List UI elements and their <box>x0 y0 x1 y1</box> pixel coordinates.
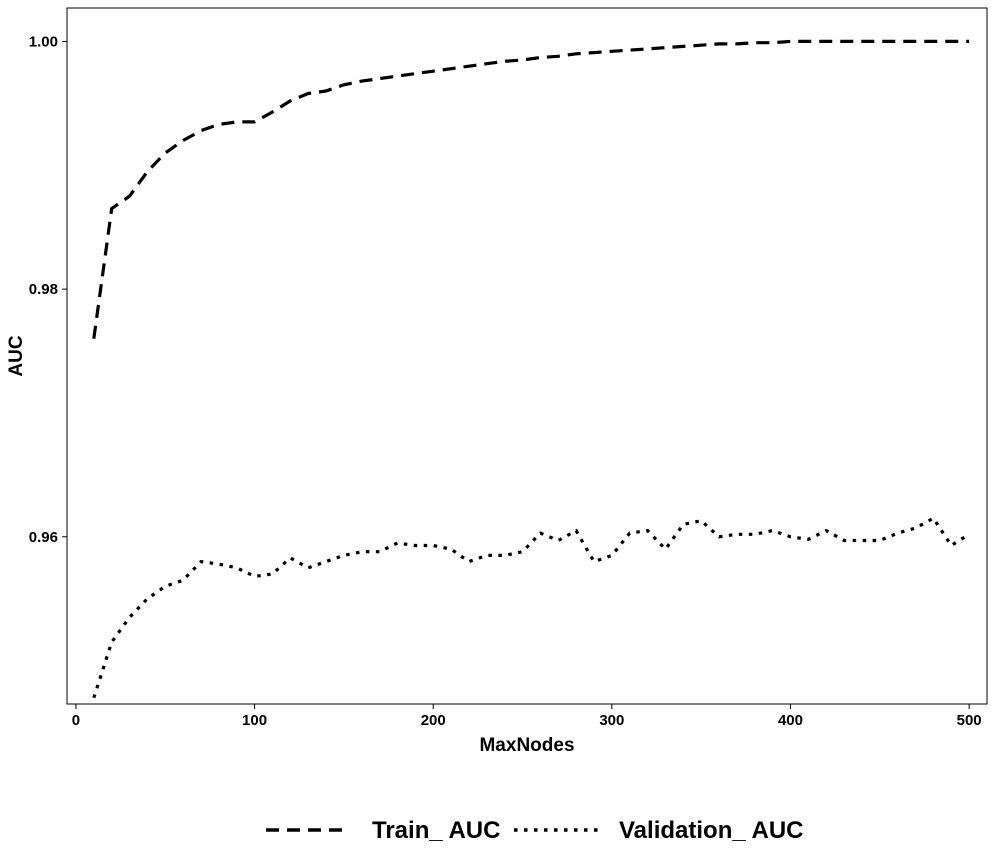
x-tick-label: 200 <box>421 712 446 729</box>
y-axis: 0.96 0.98 1.00 <box>29 33 67 546</box>
series-layer <box>92 39 970 699</box>
x-tick-label: 100 <box>242 712 267 729</box>
plot-panel <box>66 7 988 705</box>
x-axis-title: MaxNodes <box>479 735 574 756</box>
x-tick-label: 0 <box>72 712 80 729</box>
legend-label-validation-auc: Validation_ AUC <box>619 817 803 844</box>
y-axis-title: AUC <box>6 335 27 376</box>
x-axis: 0 100 200 300 400 500 <box>72 704 982 729</box>
x-tick-label: 400 <box>778 712 803 729</box>
x-tick-label: 500 <box>957 712 982 729</box>
y-tick-label: 0.98 <box>29 281 58 298</box>
y-tick-label: 1.00 <box>29 33 58 50</box>
series-line-train-auc <box>92 39 970 339</box>
legend-label-train-auc: Train_ AUC <box>372 817 500 844</box>
series-line-validation-auc <box>92 516 970 699</box>
legend: Train_ AUC Validation_ AUC <box>266 817 803 844</box>
y-tick-label: 0.96 <box>29 529 58 546</box>
x-tick-label: 300 <box>599 712 624 729</box>
